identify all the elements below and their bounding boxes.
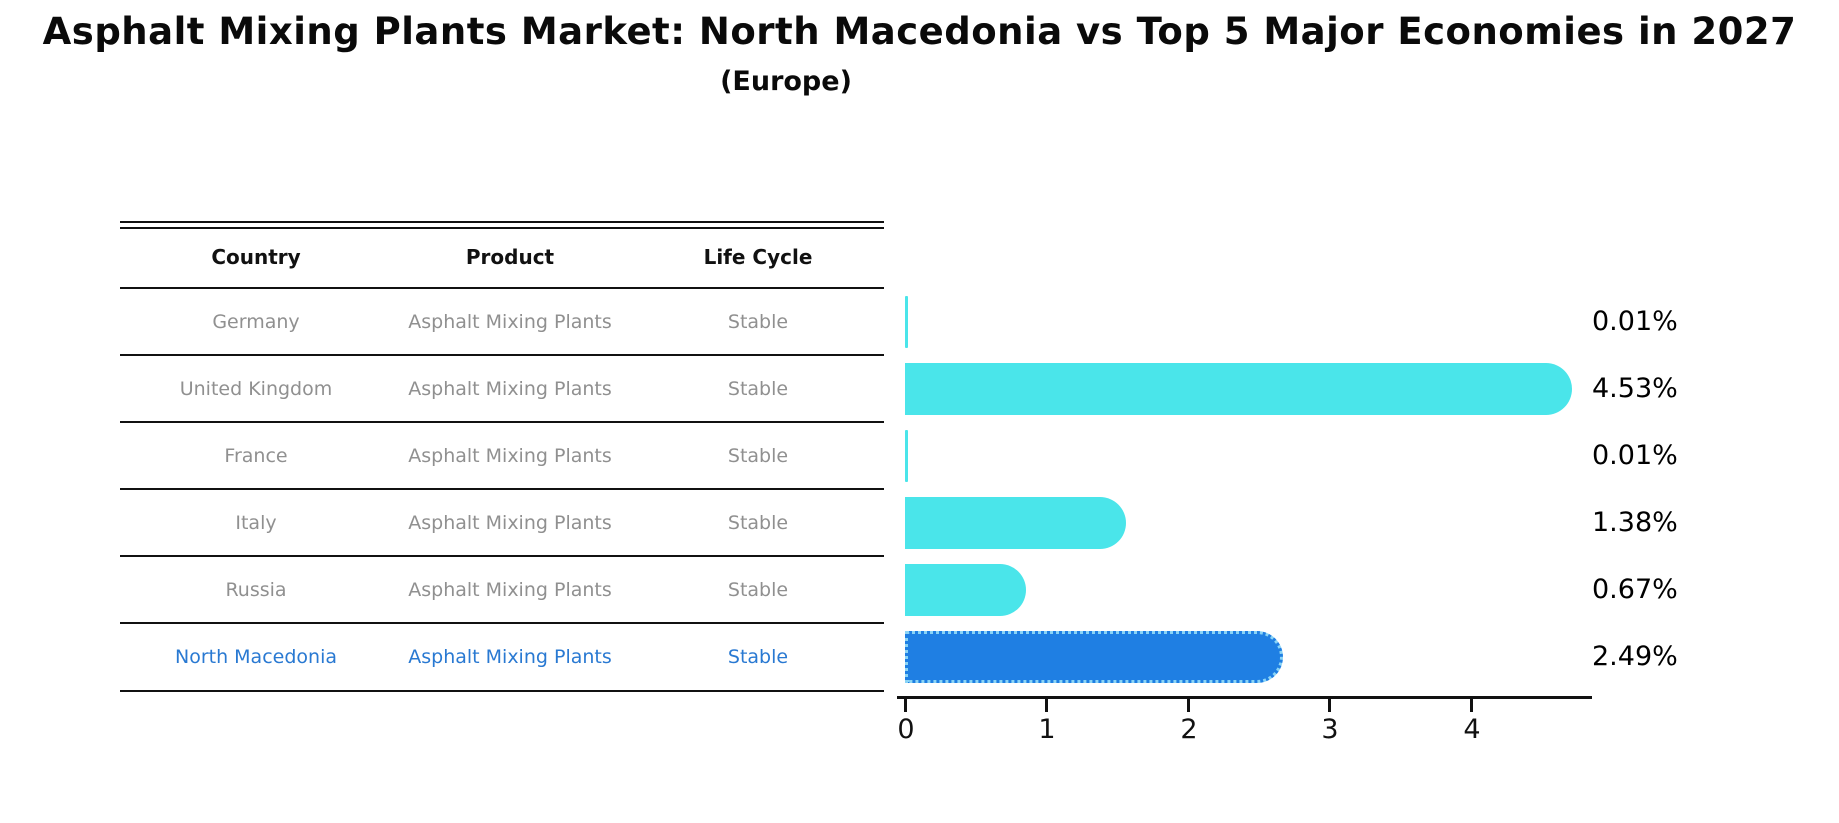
table-cell-life-cycle: Stable: [727, 311, 789, 333]
table-cell-country-highlight: North Macedonia: [174, 646, 337, 668]
x-axis-tick: [904, 699, 907, 712]
value-label: 2.49%: [1592, 641, 1678, 672]
bar-france: [905, 430, 908, 482]
table-cell-life-cycle: Stable: [727, 579, 789, 601]
x-axis-tick: [1045, 699, 1048, 712]
table-cell-life-cycle-highlight: Stable: [727, 646, 789, 668]
x-axis-tick-label: 3: [1321, 714, 1339, 745]
table-row-line: [120, 622, 884, 624]
table-header-product: Product: [465, 245, 555, 269]
table-cell-country: Russia: [225, 579, 287, 601]
bar-russia: [905, 564, 1026, 616]
table-cell-country: United Kingdom: [179, 378, 333, 400]
table-cell-country: Germany: [212, 311, 300, 333]
bar-north-macedonia-highlight: [905, 631, 1283, 683]
table-bottom-line: [120, 690, 884, 692]
table-header-country: Country: [211, 245, 301, 269]
value-label: 0.01%: [1592, 306, 1678, 337]
table-row-line: [120, 421, 884, 423]
bar-united-kingdom: [905, 363, 1572, 415]
bar-germany: [905, 296, 908, 348]
table-top-line-1: [120, 221, 884, 223]
table-cell-country: Italy: [235, 512, 277, 534]
table-cell-country: France: [224, 445, 288, 467]
x-axis-tick: [1187, 699, 1190, 712]
table-cell-product: Asphalt Mixing Plants: [408, 579, 612, 601]
table-top-line-2: [120, 227, 884, 229]
table-cell-product: Asphalt Mixing Plants: [408, 311, 612, 333]
x-axis-tick: [1470, 699, 1473, 712]
chart-title: Asphalt Mixing Plants Market: North Mace…: [42, 10, 1797, 53]
x-axis-line: [897, 696, 1592, 699]
chart-subtitle: (Europe): [720, 66, 852, 97]
table-row-line: [120, 354, 884, 356]
table-cell-life-cycle: Stable: [727, 378, 789, 400]
table-cell-product: Asphalt Mixing Plants: [408, 378, 612, 400]
value-label: 1.38%: [1592, 507, 1678, 538]
table-header-line: [120, 287, 884, 289]
bar-italy: [905, 497, 1126, 549]
table-cell-life-cycle: Stable: [727, 445, 789, 467]
x-axis-tick-label: 1: [1038, 714, 1056, 745]
table-cell-product: Asphalt Mixing Plants: [408, 512, 612, 534]
table-cell-life-cycle: Stable: [727, 512, 789, 534]
value-label: 4.53%: [1592, 373, 1678, 404]
table-row-line: [120, 488, 884, 490]
table-cell-product-highlight: Asphalt Mixing Plants: [408, 646, 612, 668]
x-axis-tick: [1328, 699, 1331, 712]
x-axis-tick-label: 4: [1463, 714, 1481, 745]
x-axis-tick-label: 2: [1180, 714, 1198, 745]
table-header-life-cycle: Life Cycle: [703, 245, 813, 269]
value-label: 0.67%: [1592, 574, 1678, 605]
x-axis-tick-label: 0: [897, 714, 915, 745]
table-cell-product: Asphalt Mixing Plants: [408, 445, 612, 467]
table-row-line: [120, 555, 884, 557]
value-label: 0.01%: [1592, 440, 1678, 471]
